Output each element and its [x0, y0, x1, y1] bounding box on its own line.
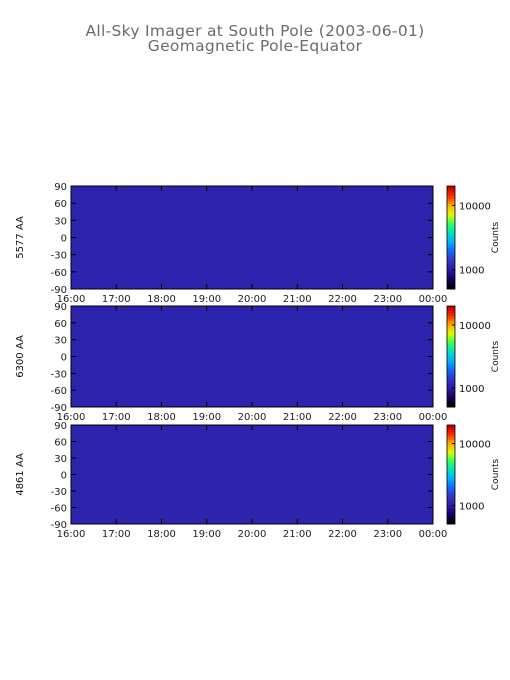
- heatmap-background: [71, 186, 433, 289]
- colorbar-step: [447, 188, 455, 192]
- x-tick-label: 19:00: [192, 294, 221, 305]
- colorbar-step: [447, 258, 455, 262]
- colorbar-step: [447, 237, 455, 241]
- colorbar-step: [447, 224, 455, 228]
- colorbar-step: [447, 286, 455, 290]
- chart-title: All-Sky Imager at South Pole (2003-06-01…: [85, 22, 425, 40]
- colorbar-step: [447, 273, 455, 277]
- panel-1: 90 60 30 0 -30 -60 -90 5577 AA 16:00 17:00 18:00 19…: [15, 182, 501, 305]
- colorbar-step: [447, 281, 455, 285]
- colorbar-step: [447, 209, 455, 213]
- x-tick-label: 16:00: [57, 294, 86, 305]
- colorbar: 10000 1000 Counts: [446, 185, 501, 290]
- colorbar-step: [447, 227, 455, 231]
- colorbar-step: [447, 245, 455, 249]
- colorbar-step: [447, 268, 455, 272]
- y-tick-label: 30: [54, 216, 67, 227]
- colorbar-step: [447, 278, 455, 282]
- colorbar-step: [447, 255, 455, 259]
- x-tick-label: 18:00: [147, 294, 176, 305]
- y-tick-label: 90: [54, 182, 67, 193]
- colorbar-step: [447, 229, 455, 233]
- heatmap-background: [71, 306, 433, 407]
- colorbar-step: [447, 196, 455, 200]
- colorbar-step: [447, 211, 455, 215]
- x-tick-label: 21:00: [283, 294, 312, 305]
- colorbar-step: [447, 214, 455, 218]
- chart-subtitle: Geomagnetic Pole-Equator: [147, 37, 363, 55]
- y-tick-label: 60: [54, 199, 67, 210]
- colorbar-step: [447, 206, 455, 210]
- x-tick-label: 20:00: [238, 294, 267, 305]
- colorbar-step: [447, 260, 455, 264]
- y-tick-label: -30: [51, 251, 67, 262]
- colorbar-step: [447, 204, 455, 208]
- colorbar-step: [447, 242, 455, 246]
- colorbar-step: [447, 191, 455, 195]
- colorbar-step: [447, 234, 455, 238]
- x-tick-label: 22:00: [328, 294, 357, 305]
- x-tick-label: 17:00: [102, 294, 131, 305]
- colorbar-step: [447, 198, 455, 202]
- colorbar-step: [447, 276, 455, 280]
- colorbar-label: Counts: [491, 221, 501, 253]
- colorbar-step: [447, 201, 455, 205]
- x-tick-label: 23:00: [373, 294, 402, 305]
- colorbar-tick-label: 10000: [459, 201, 491, 212]
- colorbar-step: [447, 283, 455, 287]
- colorbar-step: [447, 250, 455, 254]
- colorbar-step: [447, 263, 455, 267]
- colorbar-step: [447, 222, 455, 226]
- colorbar-step: [447, 232, 455, 236]
- y-tick-label: -60: [51, 268, 67, 279]
- y-tick-label: -90: [51, 285, 67, 296]
- colorbar-step: [447, 240, 455, 244]
- x-tick-label: 00:00: [419, 294, 448, 305]
- colorbar-step: [447, 219, 455, 223]
- colorbar-frame: [446, 185, 456, 290]
- colorbar-step: [447, 193, 455, 197]
- colorbar-step: [447, 247, 455, 251]
- colorbar-step: [447, 252, 455, 256]
- colorbar-step: [447, 271, 455, 275]
- y-tick-label: 0: [61, 234, 67, 245]
- colorbar-step: [447, 186, 455, 190]
- colorbar-step: [447, 265, 455, 269]
- colorbar-step: [447, 216, 455, 220]
- y-axis-label: 5577 AA: [15, 216, 26, 259]
- colorbar-tick-label: 1000: [459, 266, 484, 277]
